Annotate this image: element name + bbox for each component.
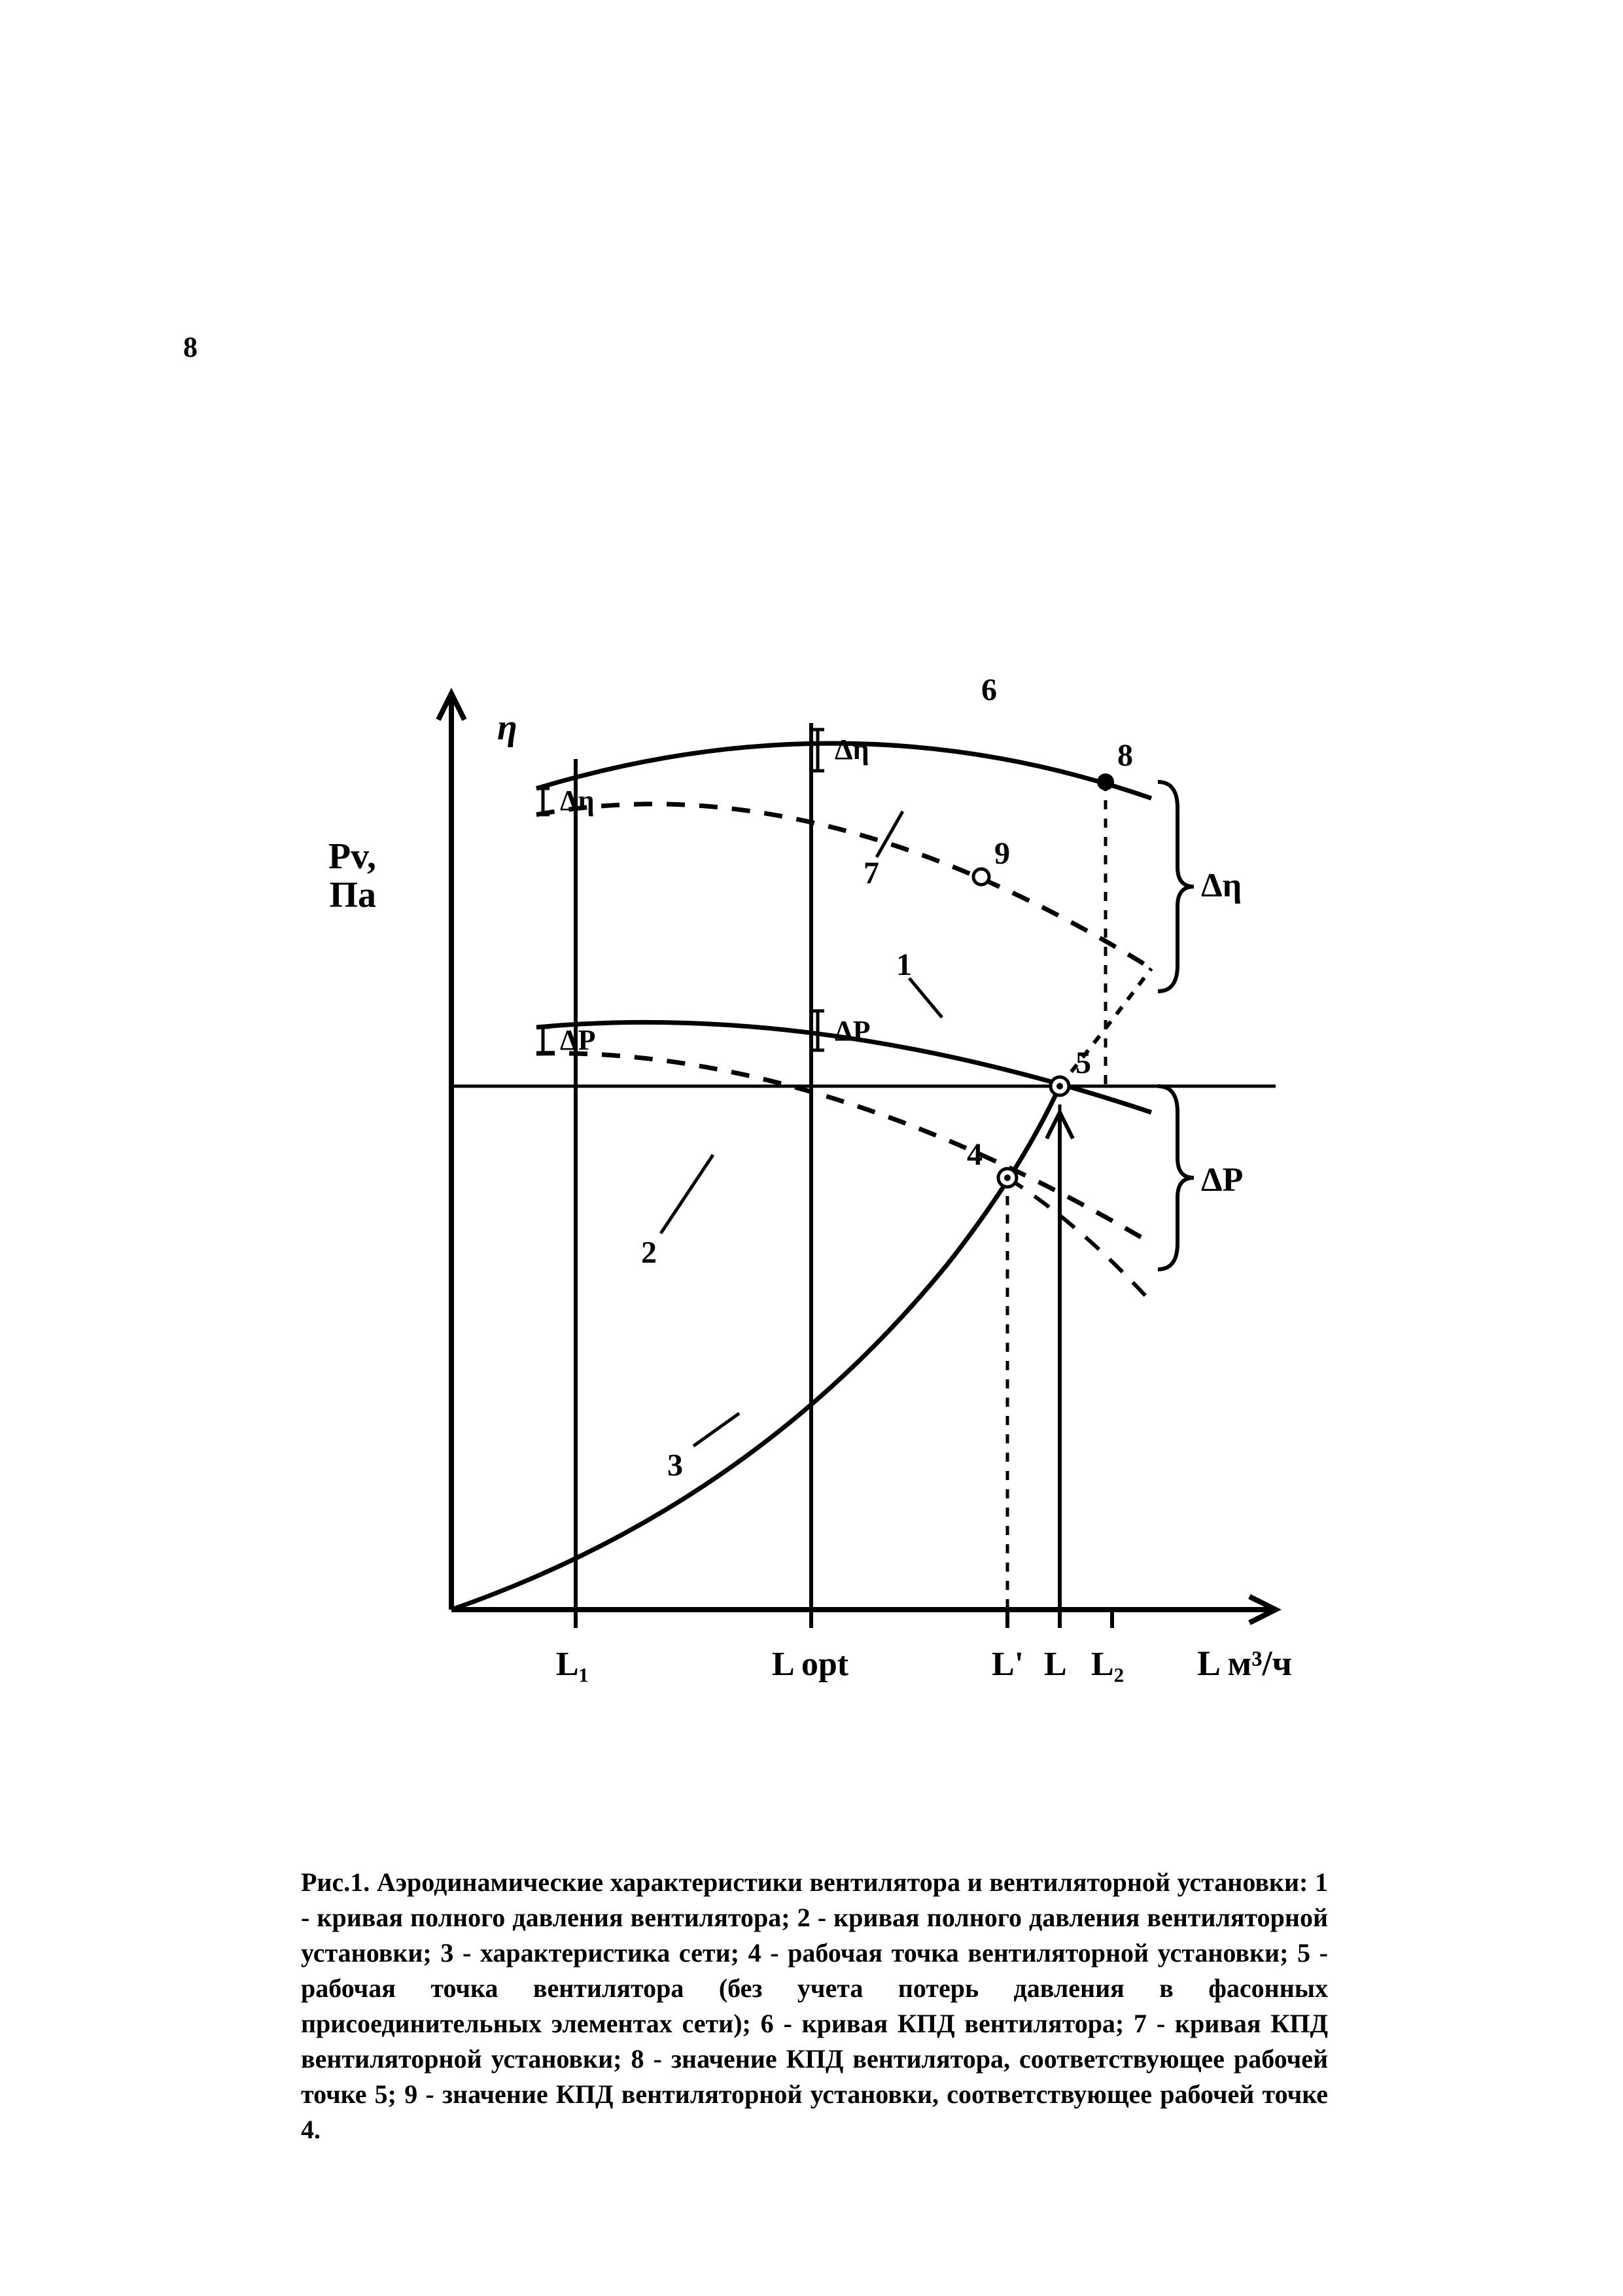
label-4: 4	[967, 1137, 983, 1172]
figure-caption: Рис.1. Аэродинамические характеристики в…	[301, 1865, 1328, 2147]
xtick-L1: L₁	[556, 1646, 589, 1683]
delta-p-Lopt-label: ΔP	[835, 1015, 870, 1047]
xtick-Lopt: L opt	[772, 1646, 849, 1683]
label-6: 6	[981, 673, 997, 707]
label-2: 2	[641, 1235, 657, 1270]
point-5	[1051, 1077, 1069, 1095]
brace-delta-eta	[1158, 782, 1194, 991]
point-8	[1097, 773, 1114, 790]
label-7: 7	[864, 856, 879, 891]
curve-2-ext	[1007, 1178, 1151, 1302]
point-4	[998, 1169, 1017, 1187]
delta-eta-L1-label: Δη	[560, 785, 595, 817]
xtick-L: L	[1044, 1646, 1067, 1683]
point-9	[973, 869, 989, 885]
leader-7	[877, 811, 903, 857]
eta-label: η	[497, 707, 517, 748]
brace-delta-eta-label: Δη	[1201, 867, 1242, 904]
leader-3	[693, 1413, 739, 1446]
delta-p-L1	[536, 1027, 550, 1053]
curve-7	[536, 804, 1151, 968]
xtick-Lp: L'	[992, 1646, 1024, 1683]
delta-p-L1-label: ΔP	[560, 1024, 595, 1056]
label-9: 9	[994, 836, 1010, 871]
delta-eta-Lopt-label: Δη	[835, 733, 869, 766]
x-axis-unit: L м³/ч	[1197, 1644, 1292, 1683]
label-5: 5	[1075, 1046, 1091, 1080]
leader-2	[661, 1155, 713, 1233]
label-1: 1	[896, 947, 912, 982]
brace-delta-p-label: ΔP	[1201, 1161, 1243, 1199]
xtick-L2: L₂	[1091, 1646, 1124, 1683]
leader-1	[909, 978, 942, 1017]
brace-delta-p	[1158, 1086, 1194, 1269]
label-8: 8	[1117, 738, 1133, 773]
label-3: 3	[667, 1448, 683, 1483]
